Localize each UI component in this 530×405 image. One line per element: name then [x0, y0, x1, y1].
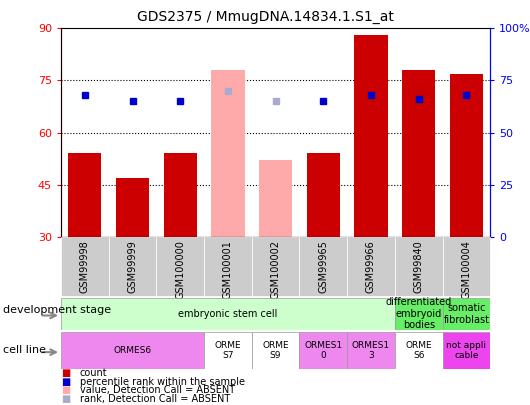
- Bar: [449, 74, 483, 237]
- Text: ORME
S7: ORME S7: [215, 341, 241, 360]
- Bar: [163, 153, 197, 237]
- Text: GDS2375 / MmugDNA.14834.1.S1_at: GDS2375 / MmugDNA.14834.1.S1_at: [137, 10, 393, 24]
- Bar: [61, 298, 395, 330]
- Bar: [347, 332, 395, 369]
- Text: value, Detection Call = ABSENT: value, Detection Call = ABSENT: [80, 386, 235, 395]
- Bar: [252, 237, 299, 296]
- Bar: [259, 160, 292, 237]
- Bar: [61, 237, 109, 296]
- Text: ■: ■: [61, 368, 70, 377]
- Bar: [443, 237, 490, 296]
- Text: GSM100000: GSM100000: [175, 240, 185, 299]
- Bar: [204, 332, 252, 369]
- Bar: [156, 237, 204, 296]
- Text: ORME
S6: ORME S6: [405, 341, 432, 360]
- Text: GSM99966: GSM99966: [366, 240, 376, 292]
- Text: ORME
S9: ORME S9: [262, 341, 289, 360]
- Bar: [395, 332, 443, 369]
- Text: GSM100004: GSM100004: [462, 240, 471, 299]
- Text: not appli
cable: not appli cable: [446, 341, 487, 360]
- Bar: [109, 237, 156, 296]
- Text: ■: ■: [61, 377, 70, 386]
- Text: percentile rank within the sample: percentile rank within the sample: [80, 377, 244, 386]
- Bar: [395, 298, 443, 330]
- Text: ■: ■: [61, 394, 70, 404]
- Text: GSM100002: GSM100002: [271, 240, 280, 299]
- Text: somatic
fibroblast: somatic fibroblast: [444, 303, 489, 325]
- Text: ORMES6: ORMES6: [113, 346, 152, 355]
- Text: cell line: cell line: [3, 345, 46, 355]
- Text: differentiated
embryoid
bodies: differentiated embryoid bodies: [386, 297, 452, 330]
- Bar: [306, 153, 340, 237]
- Text: ■: ■: [61, 386, 70, 395]
- Text: GSM99998: GSM99998: [80, 240, 90, 292]
- Bar: [354, 35, 388, 237]
- Bar: [443, 332, 490, 369]
- Bar: [211, 70, 245, 237]
- Text: development stage: development stage: [3, 305, 111, 315]
- Bar: [68, 153, 102, 237]
- Bar: [61, 332, 204, 369]
- Bar: [116, 178, 149, 237]
- Text: GSM99840: GSM99840: [414, 240, 423, 292]
- Bar: [443, 298, 490, 330]
- Text: ORMES1
0: ORMES1 0: [304, 341, 342, 360]
- Bar: [204, 237, 252, 296]
- Text: ORMES1
3: ORMES1 3: [352, 341, 390, 360]
- Text: GSM100001: GSM100001: [223, 240, 233, 299]
- Text: count: count: [80, 368, 107, 377]
- Text: rank, Detection Call = ABSENT: rank, Detection Call = ABSENT: [80, 394, 229, 404]
- Bar: [299, 237, 347, 296]
- Text: GSM99999: GSM99999: [128, 240, 137, 292]
- Bar: [299, 332, 347, 369]
- Text: embryonic stem cell: embryonic stem cell: [178, 309, 278, 319]
- Bar: [395, 237, 443, 296]
- Bar: [347, 237, 395, 296]
- Text: GSM99965: GSM99965: [319, 240, 328, 293]
- Bar: [252, 332, 299, 369]
- Bar: [402, 70, 436, 237]
